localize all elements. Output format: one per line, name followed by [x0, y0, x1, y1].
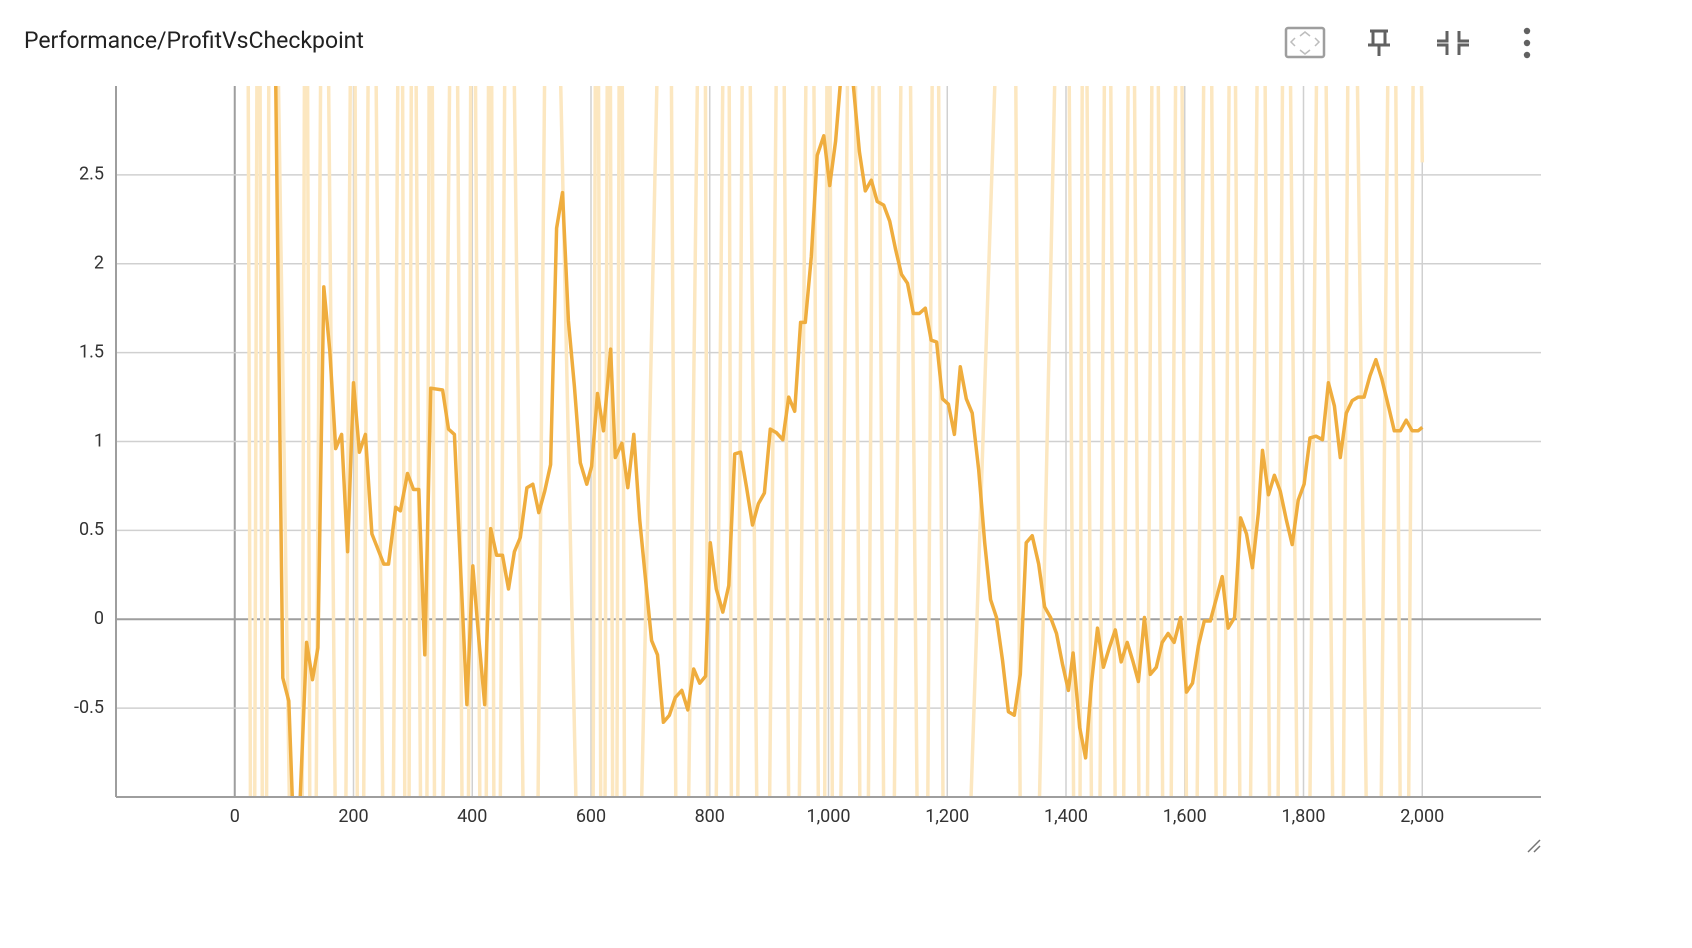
- pin-icon: [1368, 29, 1390, 56]
- pin-button[interactable]: [1368, 29, 1390, 56]
- x-tick-label: 2,000: [1400, 806, 1444, 827]
- y-tick-label: 2.5: [79, 164, 104, 185]
- fit-domain-button[interactable]: [1284, 26, 1326, 59]
- x-tick-label: 200: [338, 806, 368, 827]
- chart-title: Performance/ProfitVsCheckpoint: [24, 27, 364, 54]
- resize-handle[interactable]: [1527, 839, 1541, 853]
- x-tick-label: 1,400: [1044, 806, 1088, 827]
- x-tick-label: 1,200: [925, 806, 969, 827]
- collapse-icon: [1437, 31, 1469, 55]
- collapse-button[interactable]: [1437, 31, 1469, 55]
- axes: 0 200 400 600 800 1,000 1,200 1,400 1,600 1,800 2,…: [74, 86, 1541, 827]
- dot: [1523, 51, 1531, 59]
- series-line: [246, 86, 1425, 797]
- dot: [1523, 39, 1531, 47]
- y-tick-label: -0.5: [74, 697, 104, 718]
- x-tick-label: 400: [457, 806, 487, 827]
- x-tick-label: 1,600: [1163, 806, 1207, 827]
- fit-arrows: [1289, 31, 1321, 55]
- x-tick-label: 800: [695, 806, 725, 827]
- more-button[interactable]: [1523, 27, 1531, 59]
- y-tick-label: 0: [94, 608, 104, 629]
- x-tick-label: 1,000: [806, 806, 850, 827]
- plot-area: [246, 86, 1425, 797]
- x-tick-label: 1,800: [1281, 806, 1325, 827]
- x-tick-label: 600: [576, 806, 606, 827]
- x-tick-label: 0: [230, 806, 240, 827]
- y-tick-label: 1: [94, 430, 104, 451]
- y-tick-label: 0.5: [79, 519, 104, 540]
- dot: [1523, 27, 1531, 35]
- series-line: [274, 86, 1424, 797]
- y-tick-label: 1.5: [79, 341, 104, 362]
- fit-icon: [1284, 26, 1326, 59]
- y-tick-label: 2: [94, 253, 104, 274]
